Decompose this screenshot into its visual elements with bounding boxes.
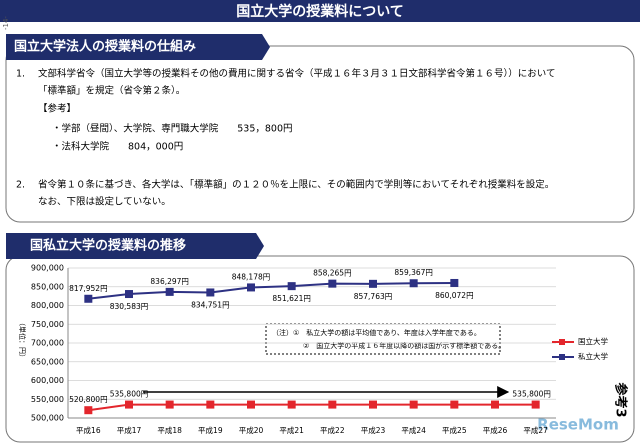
x-tick-label: 平成19: [198, 425, 223, 435]
data-label: 830,583円: [110, 302, 149, 311]
note: （注）① 私立大学の額は平均値であり、年度は入学年度である。: [272, 328, 481, 337]
reference-line: ・学部（昼間）、大学院、専門職大学院 535，800円: [52, 123, 293, 135]
data-label: 520,800円: [69, 395, 108, 404]
point: [165, 400, 174, 409]
point: [247, 400, 255, 409]
x-tick-label: 平成16: [76, 425, 101, 435]
data-label: 858,265円: [313, 269, 352, 278]
x-tick-label: 平成25: [442, 425, 467, 435]
data-label: 535,800円: [110, 390, 149, 399]
y-tick-label: 750,000: [31, 320, 64, 329]
point: [84, 406, 93, 415]
point: [125, 290, 133, 299]
point: [125, 400, 133, 409]
point: [409, 400, 418, 409]
x-tick-label: 平成21: [279, 425, 304, 435]
y-tick-label: 500,000: [31, 414, 64, 423]
item-num: 2.: [16, 180, 25, 191]
point: [531, 400, 540, 409]
y-tick-label: 900,000: [31, 264, 64, 273]
data-label: 857,763円: [354, 292, 393, 301]
point: [328, 400, 337, 409]
watermark: ReseMom: [537, 416, 619, 434]
data-label: 859,367円: [394, 268, 433, 277]
reference-line: ・法科大学院 804，000円: [52, 141, 183, 153]
x-tick-label: 平成27: [523, 425, 548, 435]
x-tick-label: 平成20: [239, 425, 264, 435]
data-label: 836,297円: [150, 277, 189, 286]
page-number: -14-: [2, 16, 10, 30]
point: [206, 400, 215, 409]
data-label: 851,621円: [272, 294, 311, 303]
point: [491, 400, 499, 409]
data-label: 848,178円: [232, 272, 271, 281]
series-line: [88, 281, 455, 300]
stamp: 参考3: [613, 382, 629, 417]
y-tick-label: 800,000: [31, 301, 64, 310]
y-tick-label: 550,000: [31, 395, 64, 404]
item-line: 省令第１０条に基づき、各大学は、「標準額」の１２０％を上限に、その範囲内で学則等…: [38, 179, 554, 191]
y-tick-label: 600,000: [31, 376, 64, 385]
legend-marker: [559, 354, 565, 360]
item-line: 「標準額」を規定（省令第２条）。: [38, 85, 185, 97]
series-line: [88, 403, 536, 412]
x-tick-label: 平成22: [320, 425, 345, 435]
data-label: 817,952円: [69, 284, 108, 293]
x-tick-label: 平成17: [117, 425, 142, 435]
section1-box: [5, 45, 635, 223]
section2-title: 国私立大学の授業料の推移: [30, 238, 186, 254]
item-line: なお、下限は設定していない。: [38, 196, 171, 208]
x-tick-label: 平成18: [157, 425, 182, 435]
point: [165, 287, 174, 296]
data-label: 535,800円: [512, 390, 551, 399]
legend-label: 国立大学: [578, 336, 608, 346]
y-axis-label: （単位：円）: [18, 319, 27, 361]
point: [450, 278, 459, 287]
reference-title: 【参考】: [38, 103, 76, 115]
page-title: 国立大学の授業料について: [236, 3, 404, 20]
point: [287, 282, 296, 291]
point: [287, 400, 296, 409]
point: [84, 294, 93, 303]
section2-header: [6, 233, 264, 259]
point: [409, 279, 418, 288]
x-tick-label: 平成24: [401, 425, 426, 435]
note-box: [265, 323, 501, 355]
item-num: 1.: [16, 69, 25, 80]
title-bar: [0, 0, 640, 22]
point: [369, 400, 377, 409]
section1-title: 国立大学法人の授業料の仕組み: [14, 39, 196, 55]
y-tick-label: 700,000: [31, 339, 64, 348]
point: [369, 279, 377, 288]
data-label: 860,072円: [435, 291, 474, 300]
data-label: 834,751円: [191, 300, 230, 309]
point: [328, 279, 337, 288]
note: ② 国立大学の平成１６年度以降の額は国が示す標準額である。: [303, 341, 505, 350]
legend-marker: [559, 339, 565, 345]
point: [450, 400, 459, 409]
point: [206, 288, 215, 297]
item-line: 文部科学省令（国立大学等の授業料その他の費用に関する省令（平成１６年３月３１日文…: [38, 68, 555, 80]
y-tick-label: 850,000: [31, 282, 64, 291]
y-tick-label: 650,000: [31, 357, 64, 366]
x-tick-label: 平成23: [361, 425, 386, 435]
x-tick-label: 平成26: [483, 425, 508, 435]
section1-header: [6, 34, 270, 60]
legend-label: 私立大学: [578, 351, 608, 361]
point: [247, 283, 255, 292]
